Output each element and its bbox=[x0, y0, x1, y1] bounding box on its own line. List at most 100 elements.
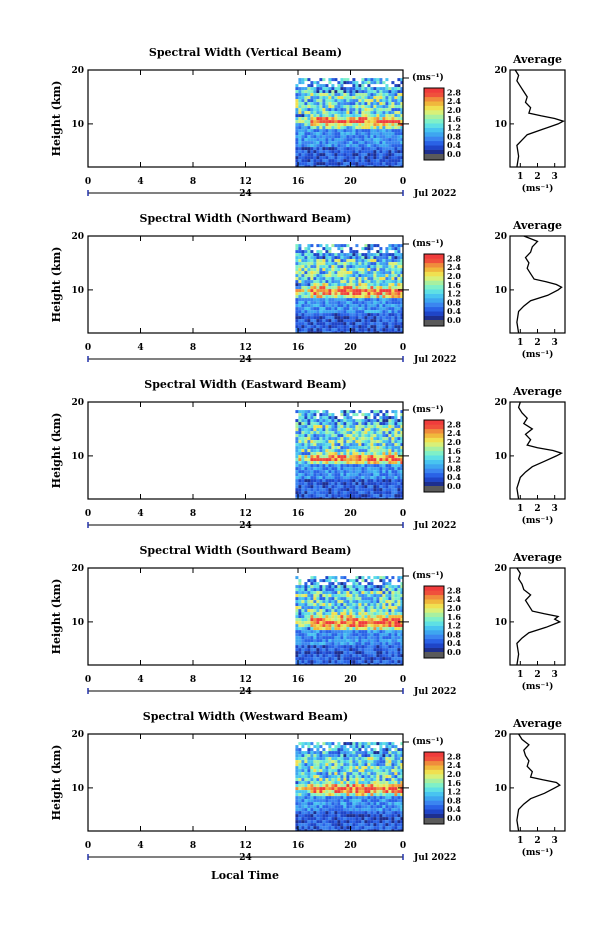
heatmap-cell bbox=[304, 162, 308, 166]
heatmap-cell bbox=[346, 105, 350, 109]
heatmap-cell bbox=[298, 455, 302, 459]
heatmap-cell bbox=[388, 772, 392, 776]
heatmap-cell bbox=[322, 102, 326, 106]
heatmap-cell bbox=[313, 431, 317, 435]
heatmap-cell bbox=[295, 301, 299, 305]
heatmap-cell bbox=[358, 431, 362, 435]
heatmap-cell bbox=[355, 473, 359, 477]
heatmap-cell bbox=[373, 422, 377, 426]
heatmap-cell bbox=[361, 274, 365, 278]
heatmap-cell bbox=[364, 455, 368, 459]
heatmap-cell bbox=[367, 449, 371, 453]
heatmap-cell bbox=[376, 437, 380, 441]
heatmap-cell bbox=[397, 301, 401, 305]
heatmap-cell bbox=[304, 96, 308, 100]
heatmap-cell bbox=[361, 328, 365, 332]
heatmap-cell bbox=[301, 274, 305, 278]
heatmap-cell bbox=[361, 108, 365, 112]
heatmap-cell bbox=[361, 322, 365, 326]
heatmap-cell bbox=[298, 268, 302, 272]
heatmap-cell bbox=[352, 105, 356, 109]
heatmap-cell bbox=[340, 295, 344, 299]
heatmap-cell bbox=[301, 90, 305, 94]
heatmap-cell bbox=[376, 600, 380, 604]
heatmap-cell bbox=[361, 78, 365, 82]
heatmap-cell bbox=[364, 78, 368, 82]
heatmap-cell bbox=[385, 268, 389, 272]
heatmap-cell bbox=[334, 781, 338, 785]
heatmap-cell bbox=[355, 165, 359, 167]
heatmap-cell bbox=[313, 784, 317, 788]
heatmap-cell bbox=[304, 742, 308, 746]
heatmap-cell bbox=[388, 775, 392, 779]
heatmap-cell bbox=[355, 93, 359, 97]
heatmap-cell bbox=[391, 657, 395, 661]
heatmap-cell bbox=[298, 597, 302, 601]
profile-x-tick-label: 2 bbox=[534, 172, 540, 182]
heatmap-cell bbox=[322, 313, 326, 317]
heatmap-cell bbox=[295, 117, 299, 121]
heatmap-cell bbox=[376, 117, 380, 121]
x-tick-label: 20 bbox=[344, 509, 357, 519]
heatmap-cell bbox=[394, 470, 398, 474]
heatmap-cell bbox=[382, 464, 386, 468]
heatmap-cell bbox=[352, 757, 356, 761]
heatmap-cell bbox=[313, 630, 317, 634]
heatmap-cell bbox=[349, 760, 353, 764]
heatmap-cell bbox=[346, 253, 350, 257]
heatmap-cell bbox=[373, 105, 377, 109]
heatmap-cell bbox=[295, 600, 299, 604]
heatmap-cell bbox=[313, 271, 317, 275]
heatmap-cell bbox=[400, 244, 403, 248]
heatmap-cell bbox=[325, 651, 329, 655]
heatmap-cell bbox=[310, 111, 314, 115]
heatmap-cell bbox=[379, 301, 383, 305]
heatmap-cell bbox=[316, 603, 320, 607]
heatmap-cell bbox=[319, 763, 323, 767]
heatmap-cell bbox=[382, 494, 386, 498]
heatmap-cell bbox=[385, 319, 389, 323]
heatmap-cell bbox=[319, 633, 323, 637]
heatmap-cell bbox=[349, 114, 353, 118]
heatmap-cell bbox=[379, 289, 383, 293]
heatmap-cell bbox=[316, 102, 320, 106]
heatmap-cell bbox=[337, 274, 341, 278]
heatmap-cell bbox=[364, 156, 368, 160]
heatmap-cell bbox=[322, 253, 326, 257]
heatmap-cell bbox=[313, 289, 317, 293]
heatmap-cell bbox=[388, 618, 392, 622]
heatmap-cell bbox=[388, 742, 392, 746]
heatmap-cell bbox=[397, 99, 401, 103]
heatmap-cell bbox=[388, 479, 392, 483]
heatmap-cell bbox=[364, 416, 368, 420]
heatmap-cell bbox=[307, 633, 311, 637]
heatmap-cell bbox=[346, 482, 350, 486]
heatmap-cell bbox=[316, 431, 320, 435]
heatmap-cell bbox=[346, 748, 350, 752]
heatmap-cell bbox=[367, 165, 371, 167]
heatmap-cell bbox=[340, 129, 344, 133]
heatmap-cell bbox=[340, 159, 344, 163]
heatmap-cell bbox=[385, 410, 389, 414]
heatmap-cell bbox=[340, 443, 344, 447]
heatmap-cell bbox=[310, 633, 314, 637]
heatmap-cell bbox=[295, 787, 299, 791]
heatmap-cell bbox=[400, 431, 403, 435]
heatmap-cell bbox=[355, 256, 359, 260]
heatmap-cell bbox=[361, 591, 365, 595]
heatmap-cell bbox=[346, 775, 350, 779]
x-tick-label: 4 bbox=[137, 343, 143, 353]
heatmap-cell bbox=[394, 280, 398, 284]
heatmap-cell bbox=[355, 431, 359, 435]
colorbar-tick-label: 1.6 bbox=[447, 612, 461, 622]
heatmap-cell bbox=[361, 280, 365, 284]
heatmap-cell bbox=[340, 476, 344, 480]
heatmap-cell bbox=[313, 253, 317, 257]
heatmap-cell bbox=[295, 754, 299, 758]
heatmap-cell bbox=[391, 123, 395, 127]
heatmap-cell bbox=[346, 470, 350, 474]
heatmap-cell bbox=[337, 639, 341, 643]
heatmap-cell bbox=[364, 745, 368, 749]
heatmap-cell bbox=[373, 591, 377, 595]
heatmap-cell bbox=[355, 150, 359, 154]
